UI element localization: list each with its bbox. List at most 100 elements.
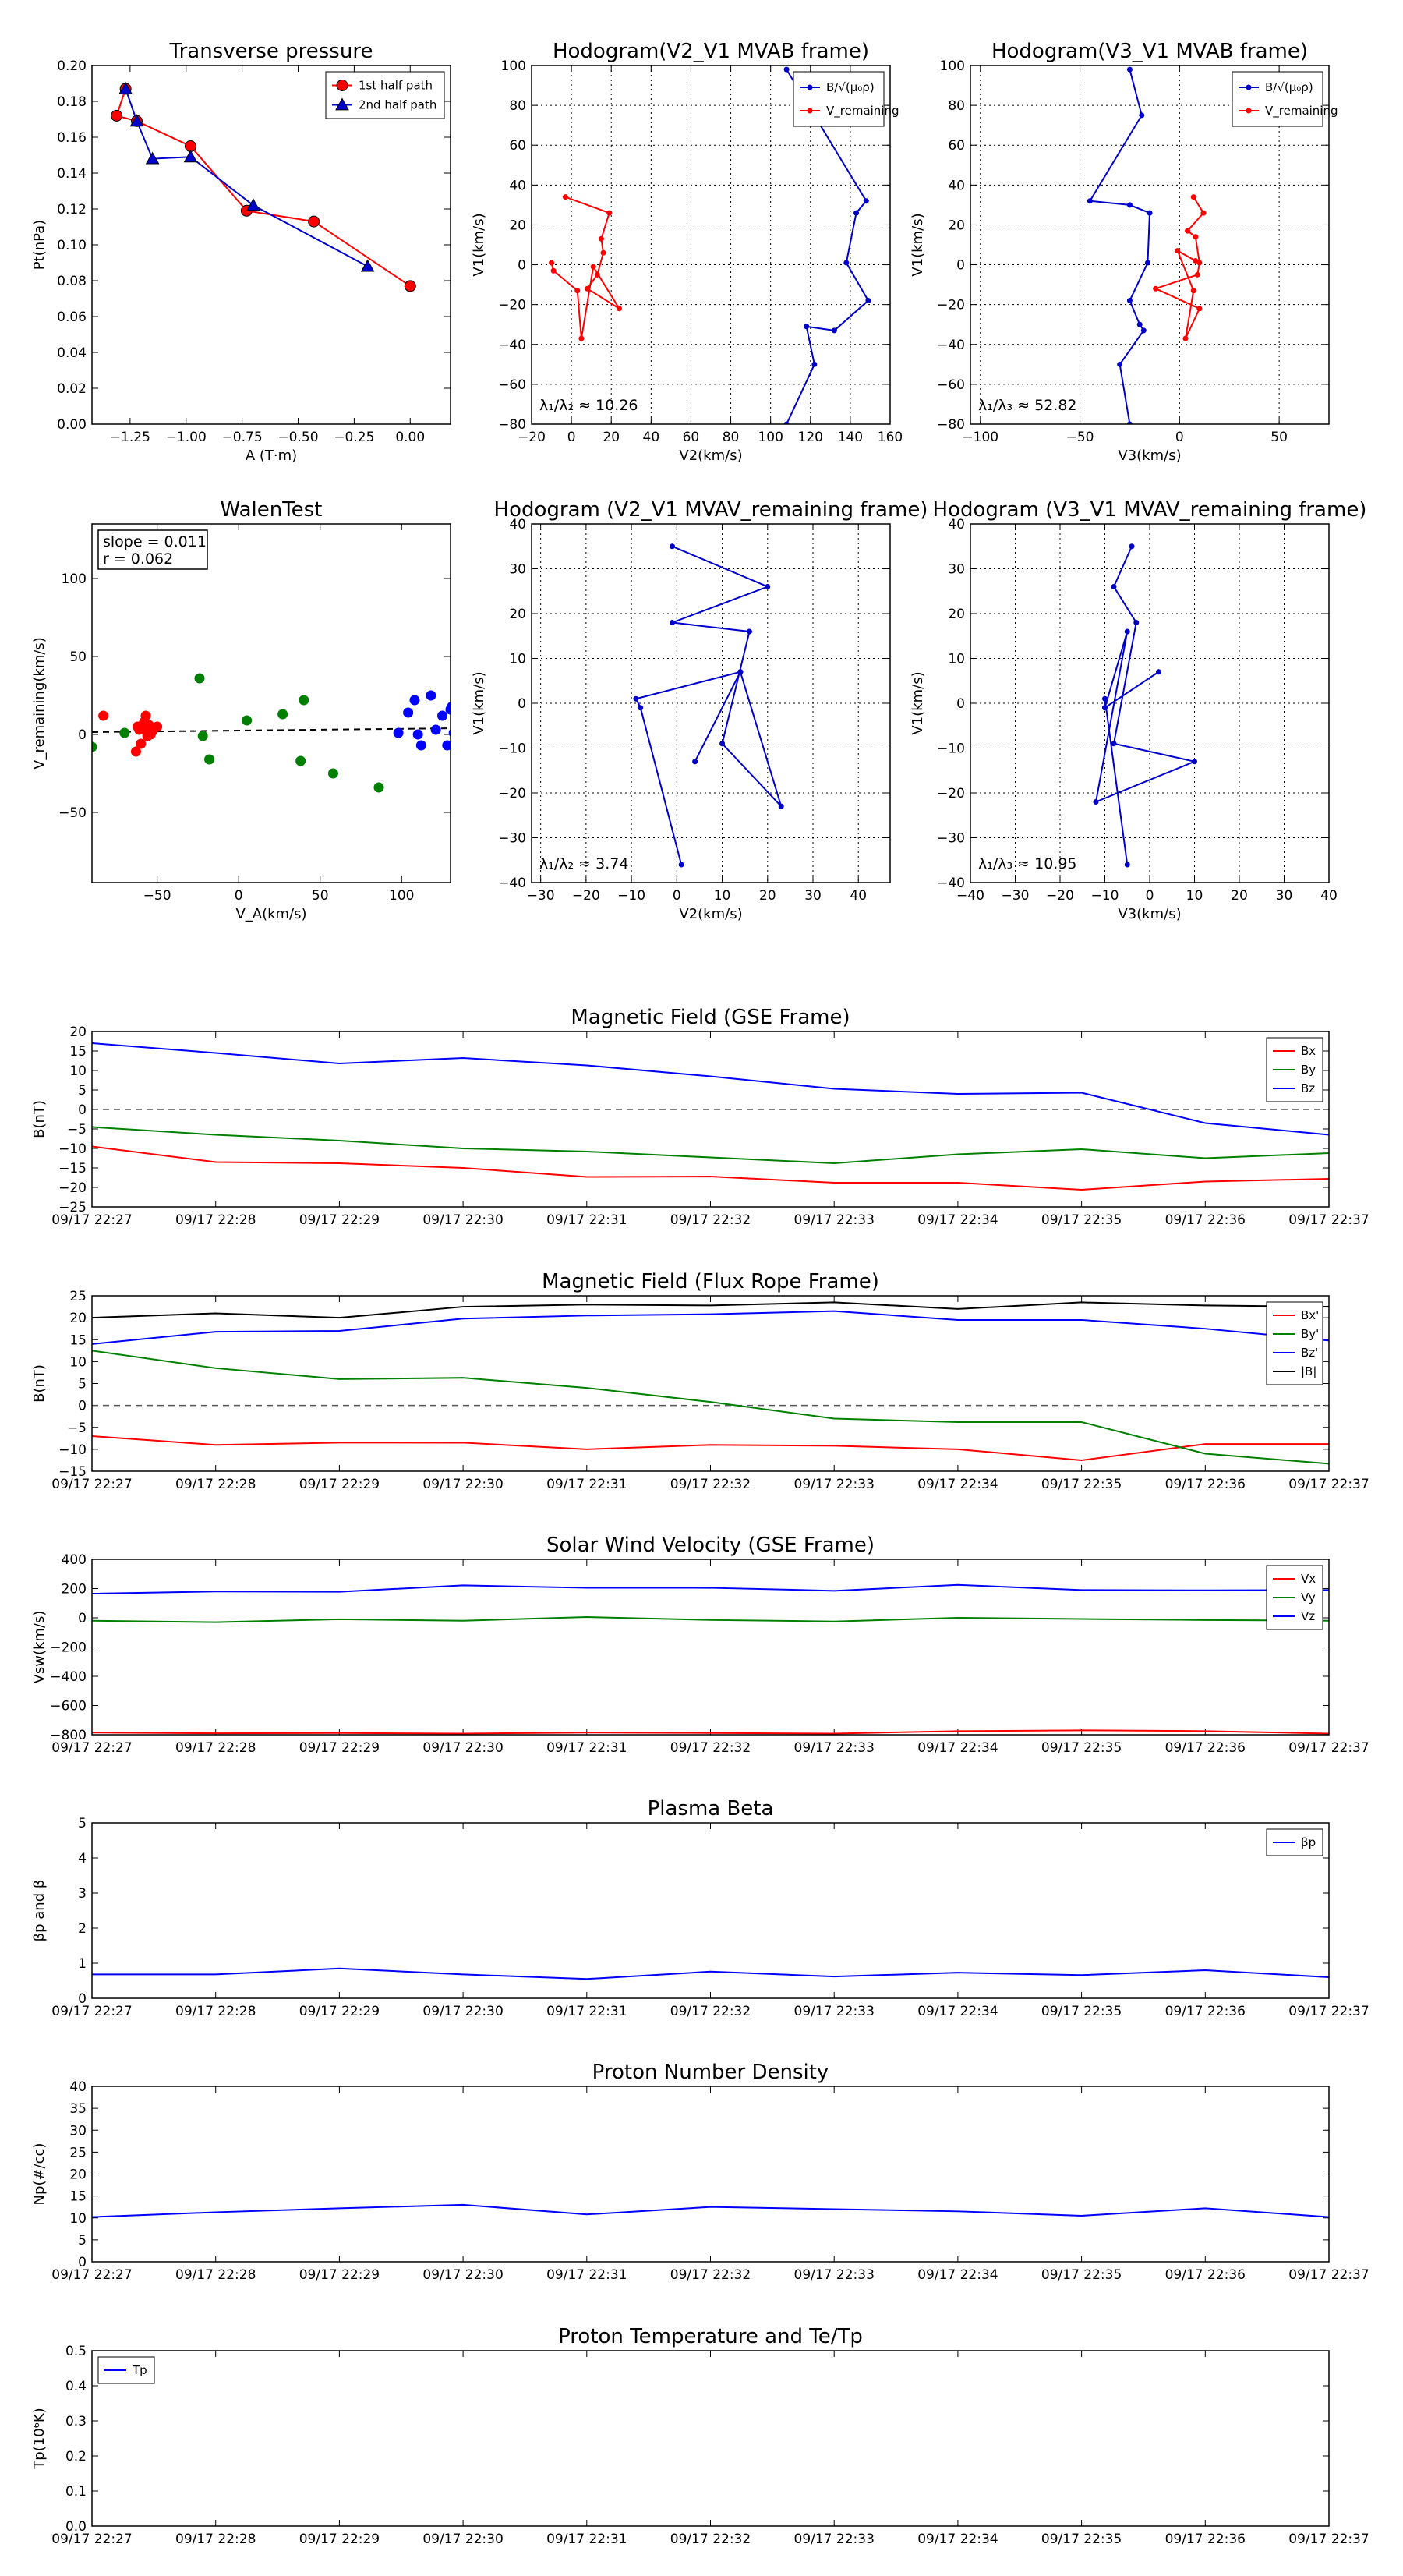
y-axis-label: Np(#/cc) — [31, 2143, 48, 2206]
y-tick-label: 25 — [69, 1289, 87, 1304]
y-tick-label: 4 — [78, 1851, 87, 1867]
legend-label: Tp — [132, 2363, 147, 2377]
data-point — [807, 84, 813, 90]
x-tick-label: 09/17 22:36 — [1165, 1740, 1246, 1756]
y-tick-label: 0.08 — [57, 274, 87, 289]
legend-label: Bz' — [1301, 1346, 1318, 1360]
x-axis-label: V2(km/s) — [679, 906, 742, 922]
x-tick-label: 09/17 22:35 — [1041, 2267, 1122, 2283]
data-point — [136, 738, 147, 749]
data-point — [412, 729, 423, 740]
data-point — [1139, 112, 1145, 119]
x-axis-label: A (T·m) — [246, 448, 297, 464]
legend-label: Bx — [1301, 1044, 1316, 1058]
y-tick-label: 50 — [69, 649, 87, 665]
legend-label: 2nd half path — [359, 98, 436, 112]
chart-title: Magnetic Field (GSE Frame) — [571, 1006, 850, 1029]
annotation-text: λ₁/λ₂ ≈ 10.26 — [539, 397, 638, 414]
y-tick-label: −50 — [58, 805, 87, 821]
y-tick-label: −20 — [58, 1180, 87, 1196]
x-tick-label: −1.25 — [110, 430, 150, 445]
data-point — [574, 288, 581, 294]
y-tick-label: −40 — [937, 876, 965, 891]
data-point — [1153, 285, 1159, 292]
data-point — [336, 80, 348, 91]
plot-area — [92, 1301, 1329, 1465]
x-tick-label: 09/17 22:30 — [422, 2004, 503, 2019]
data-point — [1126, 421, 1133, 424]
y-tick-label: −20 — [937, 298, 965, 313]
y-tick-label: 0.1 — [65, 2484, 87, 2500]
chart-beta: Plasma Beta 09/17 22:27 09/17 22:28 09/17 2… — [31, 1797, 1369, 2019]
y-tick-label: 0.02 — [57, 381, 87, 397]
y-tick-label: −400 — [50, 1669, 87, 1685]
chart-walen: WalenTest −50 0 50 100 −50 0 50 100 V_A(km/s) V_re… — [31, 498, 451, 922]
x-tick-label: 09/17 22:33 — [794, 1740, 875, 1756]
y-tick-label: 0 — [956, 258, 965, 274]
y-tick-label: 15 — [69, 1044, 87, 1060]
legend-label: B/√(μ₀ρ) — [1265, 80, 1313, 94]
x-tick-label: 09/17 22:37 — [1288, 1477, 1369, 1492]
data-point — [1182, 335, 1189, 341]
x-tick-label: 09/17 22:35 — [1041, 1477, 1122, 1492]
data-point — [765, 584, 771, 589]
x-tick-label: 09/17 22:31 — [546, 1212, 627, 1228]
x-tick-label: −0.75 — [222, 430, 263, 445]
y-tick-label: 35 — [69, 2101, 87, 2117]
series-line — [550, 196, 620, 339]
x-tick-label: 09/17 22:32 — [670, 1212, 751, 1228]
y-tick-label: 30 — [69, 2123, 87, 2139]
y-tick-label: −5 — [67, 1122, 87, 1138]
x-tick-label: 09/17 22:27 — [51, 1740, 132, 1756]
y-tick-label: 10 — [948, 652, 965, 667]
data-point — [403, 707, 414, 718]
data-point — [1124, 862, 1130, 868]
data-point — [670, 620, 676, 625]
x-tick-label: 30 — [1276, 888, 1293, 904]
y-axis-label: V1(km/s) — [471, 213, 487, 276]
data-point — [670, 543, 676, 550]
y-tick-label: 40 — [509, 178, 526, 193]
y-tick-label: 5 — [78, 1083, 87, 1099]
data-point — [811, 361, 818, 367]
y-axis-label: βp and β — [31, 1880, 48, 1942]
x-tick-label: 40 — [850, 888, 867, 904]
legend-label: B/√(μ₀ρ) — [826, 80, 875, 94]
series-line — [1094, 546, 1197, 865]
y-tick-label: 40 — [509, 517, 526, 533]
y-tick-label: 80 — [948, 98, 965, 114]
y-tick-label: 0 — [956, 696, 965, 712]
plot-area — [92, 1042, 1329, 1191]
chart-mag_gse: Magnetic Field (GSE Frame) 09/17 22:27 09/… — [31, 1006, 1369, 1228]
x-tick-label: −0.25 — [334, 430, 374, 445]
chart-hodo_v3_mvab: Hodogram(V3_V1 MVAB frame) −100 −50 0 50 −80 −… — [910, 40, 1338, 464]
x-tick-label: 0 — [567, 430, 576, 445]
x-tick-label: 09/17 22:28 — [175, 1212, 256, 1228]
chart-tp: Transverse pressure −1.25 −1.00 −0.75 −0.50 −… — [31, 40, 451, 464]
data-point — [130, 746, 141, 757]
chart-title: Proton Number Density — [592, 2061, 829, 2084]
x-tick-label: 09/17 22:37 — [1288, 1740, 1369, 1756]
y-tick-label: −80 — [937, 417, 965, 433]
x-tick-label: 09/17 22:27 — [51, 2267, 132, 2283]
axes-frame — [91, 2350, 1330, 2527]
data-point — [1192, 759, 1197, 765]
data-point — [1175, 248, 1181, 254]
y-tick-label: 80 — [509, 98, 526, 114]
legend-box — [325, 71, 445, 119]
x-tick-label: 09/17 22:35 — [1041, 1212, 1122, 1228]
y-tick-label: 20 — [948, 218, 965, 233]
data-point — [242, 715, 253, 726]
plot-area — [1093, 543, 1197, 868]
data-point — [1126, 298, 1133, 304]
data-point — [134, 724, 145, 735]
x-tick-label: 09/17 22:32 — [670, 2532, 751, 2547]
series-line — [92, 1967, 1329, 1980]
y-tick-label: −10 — [937, 741, 965, 757]
y-tick-label: 60 — [948, 138, 965, 154]
data-point — [98, 710, 109, 721]
x-tick-label: 09/17 22:29 — [299, 1740, 380, 1756]
y-tick-label: 20 — [69, 1311, 87, 1326]
legend-label: By — [1301, 1063, 1316, 1077]
y-tick-label: 0.2 — [65, 2449, 87, 2465]
